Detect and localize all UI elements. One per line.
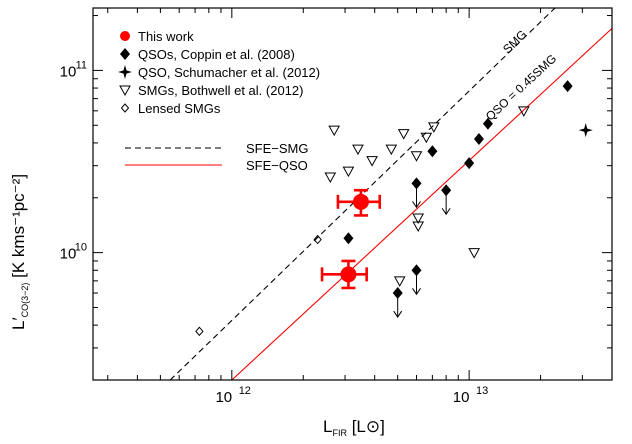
point-1-5 [441, 184, 452, 197]
y-tick-exponent: 11 [76, 59, 87, 71]
upper-limit-arrow [412, 187, 421, 209]
point-3-5 [385, 144, 398, 156]
legend-line-label: SFE−SMG [246, 141, 309, 156]
legend-marker [120, 31, 130, 41]
point-3-0 [328, 125, 341, 137]
y-tick-exponent: 10 [75, 242, 87, 254]
legend-marker [118, 65, 132, 79]
point-3-1 [324, 172, 337, 184]
series-3 [324, 106, 530, 287]
upper-limit-head [441, 207, 451, 216]
data-points [195, 80, 593, 337]
point-1-3 [411, 177, 422, 190]
upper-limit-arrow [393, 297, 403, 318]
point-1-8 [482, 117, 493, 130]
legend-label: SMGs, Bothwell et al. (2012) [138, 83, 303, 98]
point-1-6 [464, 157, 475, 170]
series-4 [195, 234, 322, 337]
smg-line-label: SMG [500, 27, 529, 56]
x-tick-exponent: 13 [476, 385, 488, 397]
legend-label: QSO, Schumacher et al. (2012) [138, 65, 320, 80]
upper-limit-head [412, 201, 421, 209]
legend-marker [120, 48, 130, 60]
y-tick-label: 10 [60, 63, 77, 80]
upper-limit-head [393, 310, 403, 318]
point-3-7 [410, 151, 423, 162]
upper-limit-head [412, 288, 421, 296]
legend-label: Lensed SMGs [138, 101, 221, 116]
point-1-2 [411, 264, 422, 277]
legend-line-entry: SFE−SMG [125, 141, 309, 156]
point-3-6 [397, 129, 410, 140]
sfe-smg-line [169, 8, 556, 380]
point-4-1 [313, 234, 322, 245]
upper-limit-arrow [412, 274, 421, 296]
legend-entry: QSO, Schumacher et al. (2012) [118, 65, 320, 80]
legend-marker [120, 103, 130, 113]
point-3-14 [517, 106, 530, 117]
point-3-12 [393, 276, 406, 287]
point-3-9 [427, 122, 440, 133]
plot-border [92, 7, 613, 381]
series-0 [320, 188, 382, 290]
legend-entry: SMGs, Bothwell et al. (2012) [119, 83, 303, 98]
y-axis-title: L′CO(3−2) [K kms⁻¹pc⁻²] [9, 174, 30, 330]
legend-entry: Lensed SMGs [120, 101, 221, 116]
legend-entry: QSOs, Coppin et al. (2008) [120, 47, 295, 62]
series-1 [343, 80, 573, 318]
point-2-0 [578, 123, 593, 138]
legend-label: This work [138, 29, 194, 44]
legend-label: QSOs, Coppin et al. (2008) [138, 47, 295, 62]
point-1-4 [427, 145, 438, 158]
point-1-7 [473, 133, 484, 146]
upper-limit-arrow [441, 194, 451, 216]
point-3-11 [412, 213, 425, 224]
plot-frame [92, 7, 613, 381]
point-1-9 [562, 80, 573, 93]
y-tick-label: 10 [60, 246, 77, 263]
axis-labels: LFIR [L⊙] L′CO(3−2) [K kms⁻¹pc⁻²] [9, 174, 385, 438]
legend-entry: This work [120, 29, 194, 44]
legend-line-entry: SFE−QSO [125, 158, 308, 173]
sfe-qso-line [231, 28, 612, 380]
point-3-8 [420, 132, 433, 144]
point-4-0 [195, 326, 204, 337]
point-3-2 [342, 166, 355, 178]
x-tick-label: 10 [453, 389, 470, 406]
point-3-13 [468, 248, 481, 259]
legend-marker [119, 85, 131, 97]
x-tick-label: 10 [215, 389, 232, 406]
legend-line-label: SFE−QSO [246, 158, 308, 173]
point-3-3 [352, 144, 364, 156]
series-2 [578, 123, 593, 138]
point-1-0 [343, 232, 354, 245]
x-tick-exponent: 12 [239, 385, 251, 397]
point-1-1 [392, 287, 403, 300]
x-axis-title: LFIR [L⊙] [323, 417, 385, 438]
point-3-4 [366, 156, 378, 167]
reference-lines [169, 8, 612, 380]
point-0-1 [340, 266, 357, 283]
legend: This work QSOs, Coppin et al. (2008) QSO, … [118, 29, 320, 173]
point-0-0 [352, 193, 369, 210]
